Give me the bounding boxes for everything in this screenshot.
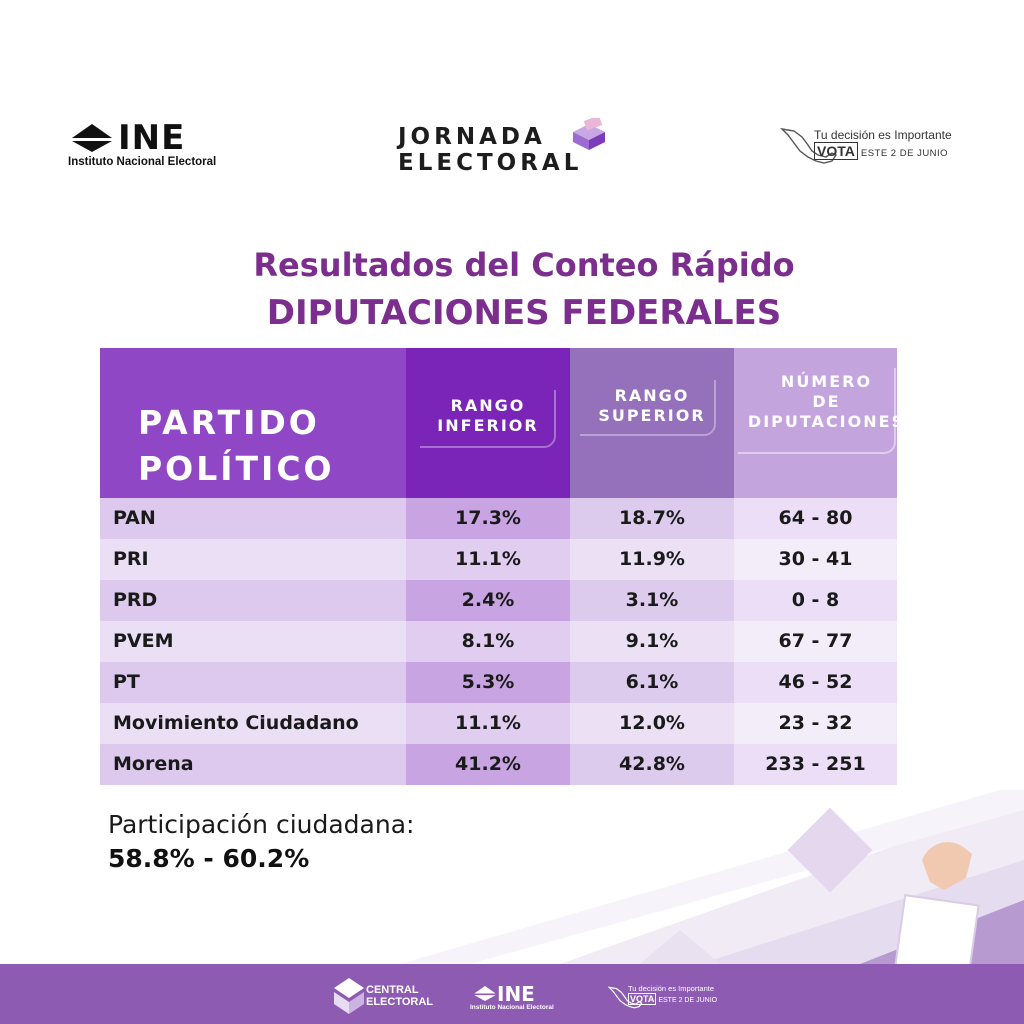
cell-upper: 9.1% <box>570 621 734 662</box>
header-party-label: PARTIDO POLÍTICO <box>138 403 335 488</box>
header-lower-frame <box>420 390 556 448</box>
footer-vota-word: VOTA <box>628 993 657 1005</box>
footer-ine-wordmark: INE <box>497 982 535 1006</box>
participation-label: Participación ciudadana: <box>108 810 415 839</box>
header-seats: NÚMERO DE DIPUTACIONES <box>734 348 897 498</box>
cell-party: PRD <box>100 580 406 621</box>
cell-lower: 5.3% <box>406 662 570 703</box>
cell-upper: 11.9% <box>570 539 734 580</box>
ine-subtitle: Instituto Nacional Electoral <box>68 156 217 168</box>
cell-upper: 12.0% <box>570 703 734 744</box>
cell-seats: 233 - 251 <box>734 744 897 785</box>
header-party: PARTIDO POLÍTICO <box>100 348 406 498</box>
footer-ine-icon <box>474 986 496 1001</box>
cell-party: PRI <box>100 539 406 580</box>
page-subtitle: DIPUTACIONES FEDERALES <box>266 293 782 333</box>
cell-party: PVEM <box>100 621 406 662</box>
ine-logo: INE Instituto Nacional Electoral <box>68 118 228 172</box>
cell-upper: 18.7% <box>570 498 734 539</box>
ine-wordmark: INE <box>118 118 186 158</box>
mexico-map-icon <box>780 127 838 164</box>
cell-party: Morena <box>100 744 406 785</box>
vota-tagline: Tu decisión es Importante <box>814 128 952 142</box>
cell-seats: 46 - 52 <box>734 662 897 703</box>
cell-seats: 67 - 77 <box>734 621 897 662</box>
footer-mexico-map-icon <box>608 986 643 1009</box>
table-row: PAN 17.3% 18.7% 64 - 80 <box>100 498 897 539</box>
header-seats-label: NÚMERO DE DIPUTACIONES <box>747 372 897 431</box>
cell-seats: 30 - 41 <box>734 539 897 580</box>
ballot-box-icon <box>573 118 605 150</box>
cell-seats: 23 - 32 <box>734 703 897 744</box>
participation-value: 58.8% - 60.2% <box>108 844 310 873</box>
cell-lower: 11.1% <box>406 703 570 744</box>
cell-upper: 42.8% <box>570 744 734 785</box>
jornada-line2: ELECTORAL <box>398 150 583 176</box>
footer-vota-date: ESTE 2 DE JUNIO <box>658 997 718 1004</box>
vota-word: VOTA <box>814 142 858 160</box>
cell-party: Movimiento Ciudadano <box>100 703 406 744</box>
footer-vota-tagline: Tu decisión es Importante <box>628 984 715 993</box>
jornada-electoral-logo: JORNADA ELECTORAL <box>398 118 613 180</box>
cell-party: PAN <box>100 498 406 539</box>
header-upper: RANGO SUPERIOR <box>570 348 734 498</box>
ine-ballot-icon <box>72 124 112 152</box>
central-electoral-logo: CENTRAL ELECTORAL <box>334 978 434 1018</box>
cell-party: PT <box>100 662 406 703</box>
header-lower-label: RANGO INFERIOR <box>437 396 539 435</box>
cell-upper: 3.1% <box>570 580 734 621</box>
table-row: Movimiento Ciudadano 11.1% 12.0% 23 - 32 <box>100 703 897 744</box>
table-header: PARTIDO POLÍTICO RANGO INFERIOR RANGO SU… <box>100 348 897 498</box>
cell-upper: 6.1% <box>570 662 734 703</box>
jornada-line1: JORNADA <box>398 124 546 150</box>
cell-lower: 2.4% <box>406 580 570 621</box>
footer-ine-subtitle: Instituto Nacional Electoral <box>470 1004 554 1011</box>
vota-date: ESTE 2 DE JUNIO <box>860 148 949 159</box>
central-electoral-text: CENTRAL ELECTORAL <box>366 984 434 1008</box>
vota-logo: Tu decisión es Importante VOTA ESTE 2 DE … <box>780 125 952 165</box>
footer-vota-logo: Tu decisión es Importante VOTA ESTE 2 DE … <box>608 984 718 1014</box>
table-row: PRI 11.1% 11.9% 30 - 41 <box>100 539 897 580</box>
cell-lower: 17.3% <box>406 498 570 539</box>
cell-lower: 8.1% <box>406 621 570 662</box>
header-upper-label: RANGO SUPERIOR <box>598 386 706 425</box>
cell-lower: 11.1% <box>406 539 570 580</box>
footer-ine-logo: INE Instituto Nacional Electoral <box>470 982 570 1018</box>
cell-seats: 0 - 8 <box>734 580 897 621</box>
hand-ballot-icon <box>894 842 980 976</box>
cell-lower: 41.2% <box>406 744 570 785</box>
table-row: Morena 41.2% 42.8% 233 - 251 <box>100 744 897 785</box>
header-upper-frame <box>580 380 716 436</box>
header-lower: RANGO INFERIOR <box>406 348 570 498</box>
header-seats-frame <box>738 368 896 454</box>
footer-bar: CENTRAL ELECTORAL INE Instituto Nacional… <box>0 964 1024 1024</box>
table-row: PVEM 8.1% 9.1% 67 - 77 <box>100 621 897 662</box>
table-row: PT 5.3% 6.1% 46 - 52 <box>100 662 897 703</box>
central-electoral-icon <box>334 978 364 1014</box>
cell-seats: 64 - 80 <box>734 498 897 539</box>
page-title: Resultados del Conteo Rápido <box>253 246 795 284</box>
table-row: PRD 2.4% 3.1% 0 - 8 <box>100 580 897 621</box>
results-table: PARTIDO POLÍTICO RANGO INFERIOR RANGO SU… <box>100 348 897 785</box>
